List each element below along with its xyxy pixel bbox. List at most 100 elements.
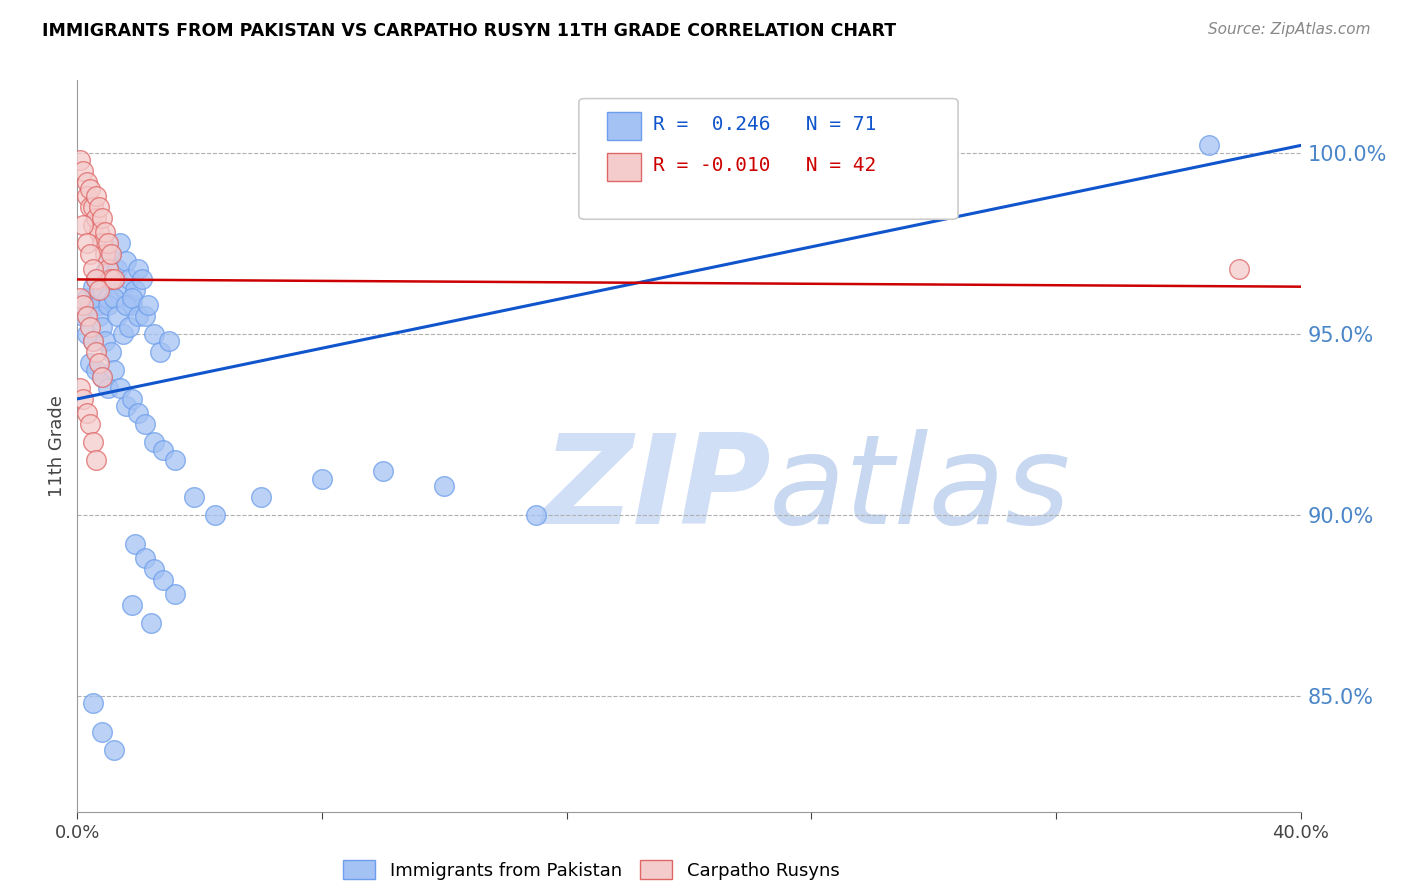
Point — [115, 298, 138, 312]
Point — [87, 200, 110, 214]
Point — [124, 537, 146, 551]
Text: atlas: atlas — [769, 429, 1070, 550]
Point — [84, 453, 107, 467]
Point — [100, 247, 122, 261]
Point — [87, 309, 110, 323]
Point — [69, 291, 91, 305]
Point — [1198, 138, 1220, 153]
Point — [79, 319, 101, 334]
Point — [82, 334, 104, 348]
Point — [84, 211, 107, 225]
Point — [82, 279, 104, 293]
Point — [139, 616, 162, 631]
Text: IMMIGRANTS FROM PAKISTAN VS CARPATHO RUSYN 11TH GRADE CORRELATION CHART: IMMIGRANTS FROM PAKISTAN VS CARPATHO RUS… — [42, 22, 896, 40]
Point — [128, 309, 150, 323]
Point — [84, 344, 107, 359]
Point — [152, 442, 174, 457]
Point — [134, 417, 156, 432]
Point — [90, 370, 112, 384]
Point — [136, 298, 159, 312]
Point — [76, 189, 98, 203]
Point — [94, 334, 117, 348]
Bar — [607, 112, 641, 140]
Text: Source: ZipAtlas.com: Source: ZipAtlas.com — [1208, 22, 1371, 37]
Point — [97, 261, 120, 276]
Bar — [607, 153, 641, 181]
Point — [79, 247, 101, 261]
Point — [90, 319, 112, 334]
Point — [76, 309, 98, 323]
Legend: Immigrants from Pakistan, Carpatho Rusyns: Immigrants from Pakistan, Carpatho Rusyn… — [336, 853, 846, 887]
Point — [115, 399, 138, 413]
Point — [87, 356, 110, 370]
Point — [121, 291, 143, 305]
Point — [76, 236, 98, 251]
Point — [121, 392, 143, 406]
Point — [311, 472, 333, 486]
Point — [82, 261, 104, 276]
Point — [97, 291, 120, 305]
Point — [131, 272, 153, 286]
Point — [84, 189, 107, 203]
Text: R = -0.010   N = 42: R = -0.010 N = 42 — [654, 155, 877, 175]
Point — [149, 344, 172, 359]
Point — [84, 363, 107, 377]
Point — [90, 370, 112, 384]
Point — [76, 326, 98, 341]
Point — [97, 236, 120, 251]
Point — [142, 562, 165, 576]
Point — [128, 261, 150, 276]
Point — [72, 298, 94, 312]
FancyBboxPatch shape — [579, 99, 957, 219]
Point — [79, 356, 101, 370]
Point — [250, 490, 273, 504]
Point — [76, 175, 98, 189]
Point — [84, 272, 107, 286]
Point — [121, 298, 143, 312]
Point — [124, 283, 146, 297]
Point — [157, 334, 180, 348]
Point — [103, 363, 125, 377]
Point — [82, 334, 104, 348]
Point — [112, 326, 135, 341]
Point — [134, 309, 156, 323]
Point — [204, 508, 226, 522]
Point — [87, 225, 110, 239]
Point — [79, 200, 101, 214]
Y-axis label: 11th Grade: 11th Grade — [48, 395, 66, 497]
Point — [94, 247, 117, 261]
Point — [108, 381, 131, 395]
Point — [118, 319, 141, 334]
Point — [82, 696, 104, 710]
Point — [134, 551, 156, 566]
Point — [90, 725, 112, 739]
Point — [69, 153, 91, 167]
Point — [371, 464, 394, 478]
Point — [72, 309, 94, 323]
Point — [97, 381, 120, 395]
Point — [72, 392, 94, 406]
Point — [152, 573, 174, 587]
Point — [433, 479, 456, 493]
Point — [87, 283, 110, 297]
Point — [87, 298, 110, 312]
Point — [76, 406, 98, 420]
Point — [82, 218, 104, 232]
Point — [79, 417, 101, 432]
Point — [105, 309, 128, 323]
Point — [165, 587, 187, 601]
Point — [100, 247, 122, 261]
Point — [524, 508, 547, 522]
Point — [84, 272, 107, 286]
Point — [82, 435, 104, 450]
Point — [103, 743, 125, 757]
Text: R =  0.246   N = 71: R = 0.246 N = 71 — [654, 115, 877, 134]
Point — [118, 272, 141, 286]
Point — [90, 283, 112, 297]
Point — [142, 435, 165, 450]
Point — [94, 265, 117, 279]
Text: ZIP: ZIP — [543, 429, 770, 550]
Point — [90, 236, 112, 251]
Point — [79, 298, 101, 312]
Point — [128, 406, 150, 420]
